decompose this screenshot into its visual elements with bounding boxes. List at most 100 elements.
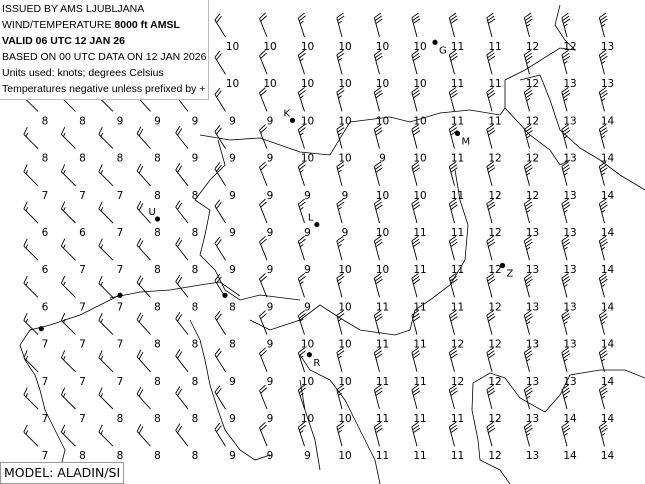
temperature-value: 10 — [226, 41, 239, 53]
barb-full — [487, 238, 495, 245]
barb-full — [450, 92, 458, 99]
wind-barb — [448, 87, 458, 112]
barb-staff — [336, 129, 343, 149]
barb-staff — [136, 133, 151, 149]
wind-barb — [523, 273, 533, 298]
barb-half — [299, 95, 304, 99]
barb-full — [175, 163, 181, 171]
temperature-value: 9 — [267, 450, 274, 462]
temperature-value: 8 — [154, 264, 161, 276]
barb-full — [413, 130, 421, 136]
temperature-value: 13 — [526, 450, 539, 462]
temperature-value: 9 — [304, 190, 311, 202]
wind-barb — [336, 235, 345, 261]
station-dot — [432, 39, 438, 45]
barb-full — [413, 427, 421, 434]
barb-staff — [486, 277, 493, 298]
wind-barb — [336, 273, 345, 298]
barb-full — [375, 92, 383, 99]
station-dot — [289, 117, 296, 123]
temperature-value: 12 — [526, 41, 539, 53]
wind-barb — [373, 384, 383, 410]
barb-half — [25, 132, 29, 137]
barb-full — [214, 125, 221, 132]
coastlines-and-borders — [19, 4, 645, 484]
barb-staff — [486, 352, 493, 372]
barb-half — [25, 281, 29, 286]
barb-half — [601, 246, 606, 250]
barb-full — [216, 313, 222, 321]
temperature-value: 11 — [413, 376, 426, 388]
wind-barb — [598, 198, 608, 224]
barb-full — [449, 424, 457, 431]
barb-staff — [561, 315, 568, 335]
temperature-value: 10 — [338, 450, 351, 462]
barb-full — [487, 387, 495, 393]
barb-full — [488, 427, 496, 434]
barb-full — [525, 353, 533, 359]
barb-half — [526, 23, 531, 27]
temperature-value: 8 — [192, 227, 199, 239]
barb-staff — [373, 91, 380, 112]
barb-half — [299, 169, 304, 173]
barb-full — [23, 164, 28, 172]
barb-full — [216, 388, 222, 395]
barb-half — [601, 321, 606, 325]
wind-barb — [214, 87, 226, 112]
barb-staff — [23, 245, 39, 261]
barb-full — [337, 15, 345, 21]
barb-full — [449, 421, 457, 428]
barb-full — [259, 273, 266, 280]
temperature-value: 11 — [376, 339, 389, 351]
river-border — [472, 369, 645, 413]
barb-half — [601, 284, 606, 288]
temperature-value: 13 — [563, 376, 576, 388]
temperature-value: 9 — [342, 190, 349, 202]
barb-full — [337, 164, 345, 170]
temperature-value: 10 — [263, 78, 276, 90]
wind-barb — [411, 384, 421, 410]
barb-full — [298, 424, 306, 431]
barb-full — [449, 384, 457, 391]
barb-full — [216, 16, 222, 23]
barb-full — [298, 384, 305, 391]
wind-barb — [373, 347, 383, 372]
barb-full — [450, 55, 458, 62]
wind-barb — [448, 161, 458, 186]
barb-full — [413, 353, 421, 359]
barb-full — [298, 127, 306, 133]
barb-full — [260, 89, 267, 96]
barb-staff — [336, 352, 343, 372]
temperature-value: 9 — [267, 339, 274, 351]
barb-full — [337, 313, 345, 319]
barb-half — [299, 355, 304, 359]
wind-barb — [336, 87, 345, 112]
barb-full — [214, 199, 221, 207]
temperature-value: 11 — [413, 450, 426, 462]
temperature-value: 7 — [79, 301, 86, 313]
barb-full — [486, 198, 494, 205]
barb-staff — [448, 389, 455, 410]
barb-full — [98, 164, 103, 172]
temperature-value: 8 — [154, 413, 161, 425]
barb-half — [563, 172, 568, 176]
temperature-value: 11 — [376, 450, 389, 462]
barb-staff — [61, 394, 76, 410]
temperature-value: 10 — [338, 153, 351, 165]
wind-barb — [175, 163, 189, 187]
station: K — [284, 108, 296, 123]
temperature-value: 11 — [451, 78, 464, 90]
barb-full — [177, 202, 183, 210]
wind-barb — [373, 273, 383, 298]
temperature-value: 6 — [42, 264, 49, 276]
station-dot — [222, 292, 228, 298]
wind-barb — [297, 384, 306, 410]
wind-barb — [598, 12, 608, 38]
barb-full — [525, 390, 533, 396]
barb-staff — [61, 357, 76, 373]
temperature-value: 9 — [192, 153, 199, 165]
temperature-value: 10 — [301, 41, 314, 53]
temperature-value: 8 — [192, 264, 199, 276]
barb-staff — [523, 277, 530, 298]
barb-staff — [136, 431, 151, 447]
